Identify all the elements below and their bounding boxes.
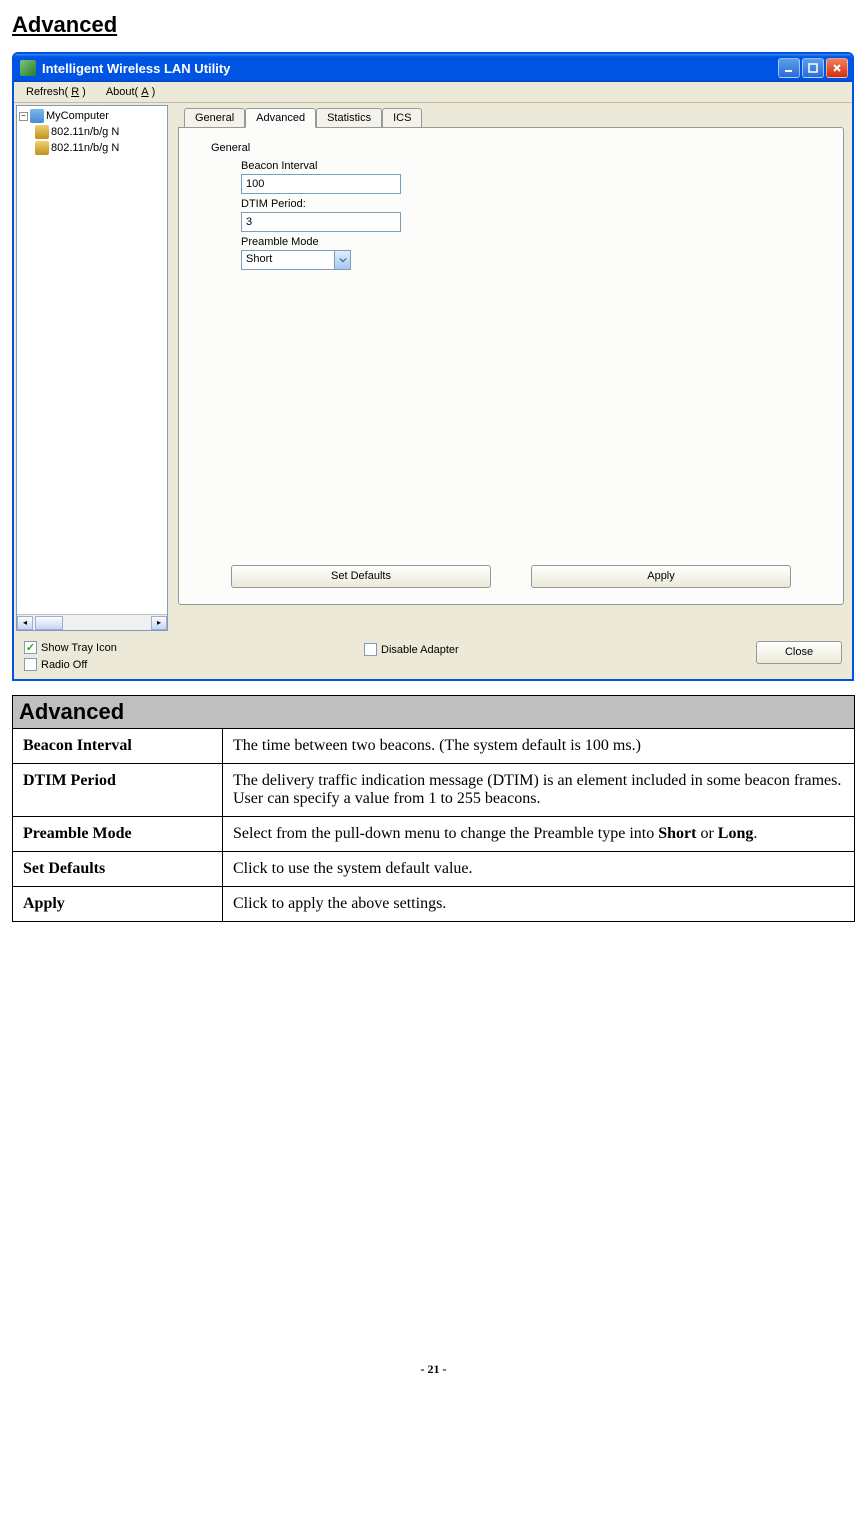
- table-desc: The time between two beacons. (The syste…: [223, 729, 855, 764]
- table-desc: The delivery traffic indication message …: [223, 764, 855, 817]
- window-title: Intelligent Wireless LAN Utility: [42, 61, 778, 76]
- description-table: Advanced Beacon Interval The time betwee…: [12, 695, 855, 922]
- page-heading: Advanced: [12, 12, 855, 38]
- dtim-period-label: DTIM Period:: [241, 198, 825, 210]
- tab-ics[interactable]: ICS: [382, 108, 422, 128]
- tree-child-label: 802.11n/b/g N: [51, 142, 119, 154]
- computer-icon: [30, 109, 44, 123]
- table-desc: Click to use the system default value.: [223, 852, 855, 887]
- table-header: Advanced: [13, 696, 855, 729]
- radio-off-label: Radio Off: [41, 659, 87, 671]
- table-key: DTIM Period: [13, 764, 223, 817]
- set-defaults-button[interactable]: Set Defaults: [231, 565, 491, 588]
- preamble-mode-select[interactable]: Short: [241, 250, 351, 270]
- app-window: Intelligent Wireless LAN Utility Refresh…: [12, 52, 854, 681]
- minimize-button[interactable]: [778, 58, 800, 78]
- scroll-thumb[interactable]: [35, 616, 63, 630]
- group-general-label: General: [211, 142, 825, 154]
- tab-statistics[interactable]: Statistics: [316, 108, 382, 128]
- tab-general[interactable]: General: [184, 108, 245, 128]
- apply-button[interactable]: Apply: [531, 565, 791, 588]
- tree-root[interactable]: − MyComputer: [19, 108, 165, 124]
- table-desc: Select from the pull-down menu to change…: [223, 817, 855, 852]
- tab-panel-advanced: General Beacon Interval DTIM Period: Pre…: [178, 127, 844, 605]
- table-row: Apply Click to apply the above settings.: [13, 887, 855, 922]
- chevron-down-icon[interactable]: [334, 251, 350, 269]
- tab-container: General Advanced Statistics ICS General …: [170, 103, 852, 633]
- tree-horizontal-scrollbar[interactable]: ◂ ▸: [17, 614, 167, 630]
- table-row: Beacon Interval The time between two bea…: [13, 729, 855, 764]
- table-key: Preamble Mode: [13, 817, 223, 852]
- maximize-button[interactable]: [802, 58, 824, 78]
- close-button[interactable]: Close: [756, 641, 842, 664]
- menubar: Refresh(R) About(A): [14, 82, 852, 103]
- radio-off-checkbox[interactable]: Radio Off: [24, 658, 364, 671]
- disable-adapter-label: Disable Adapter: [381, 644, 459, 656]
- scroll-right-icon[interactable]: ▸: [151, 616, 167, 630]
- beacon-interval-label: Beacon Interval: [241, 160, 825, 172]
- show-tray-label: Show Tray Icon: [41, 642, 117, 654]
- tree-child[interactable]: 802.11n/b/g N: [19, 124, 165, 140]
- tree-child-label: 802.11n/b/g N: [51, 126, 119, 138]
- titlebar: Intelligent Wireless LAN Utility: [14, 54, 852, 82]
- table-key: Set Defaults: [13, 852, 223, 887]
- disable-adapter-checkbox[interactable]: Disable Adapter: [364, 643, 664, 656]
- checkbox-icon: [364, 643, 377, 656]
- table-key: Beacon Interval: [13, 729, 223, 764]
- table-row: Preamble Mode Select from the pull-down …: [13, 817, 855, 852]
- tree-root-label: MyComputer: [46, 110, 109, 122]
- scroll-left-icon[interactable]: ◂: [17, 616, 33, 630]
- beacon-interval-input[interactable]: [241, 174, 401, 194]
- table-row: DTIM Period The delivery traffic indicat…: [13, 764, 855, 817]
- preamble-mode-label: Preamble Mode: [241, 236, 825, 248]
- page-number: - 21 -: [12, 1362, 855, 1377]
- device-tree[interactable]: − MyComputer 802.11n/b/g N 802.11n/b/g N…: [16, 105, 168, 631]
- collapse-icon[interactable]: −: [19, 112, 28, 121]
- tree-child[interactable]: 802.11n/b/g N: [19, 140, 165, 156]
- checkbox-icon: [24, 658, 37, 671]
- show-tray-icon-checkbox[interactable]: Show Tray Icon: [24, 641, 364, 654]
- app-icon: [20, 60, 36, 76]
- dtim-period-input[interactable]: [241, 212, 401, 232]
- adapter-icon: [35, 141, 49, 155]
- tab-advanced[interactable]: Advanced: [245, 108, 316, 128]
- close-window-button[interactable]: [826, 58, 848, 78]
- checkbox-icon: [24, 641, 37, 654]
- table-key: Apply: [13, 887, 223, 922]
- adapter-icon: [35, 125, 49, 139]
- menu-about[interactable]: About(A): [100, 84, 161, 100]
- preamble-mode-value: Short: [242, 251, 334, 269]
- menu-refresh[interactable]: Refresh(R): [20, 84, 92, 100]
- table-desc: Click to apply the above settings.: [223, 887, 855, 922]
- window-footer: Show Tray Icon Radio Off Disable Adapter…: [14, 633, 852, 679]
- table-row: Set Defaults Click to use the system def…: [13, 852, 855, 887]
